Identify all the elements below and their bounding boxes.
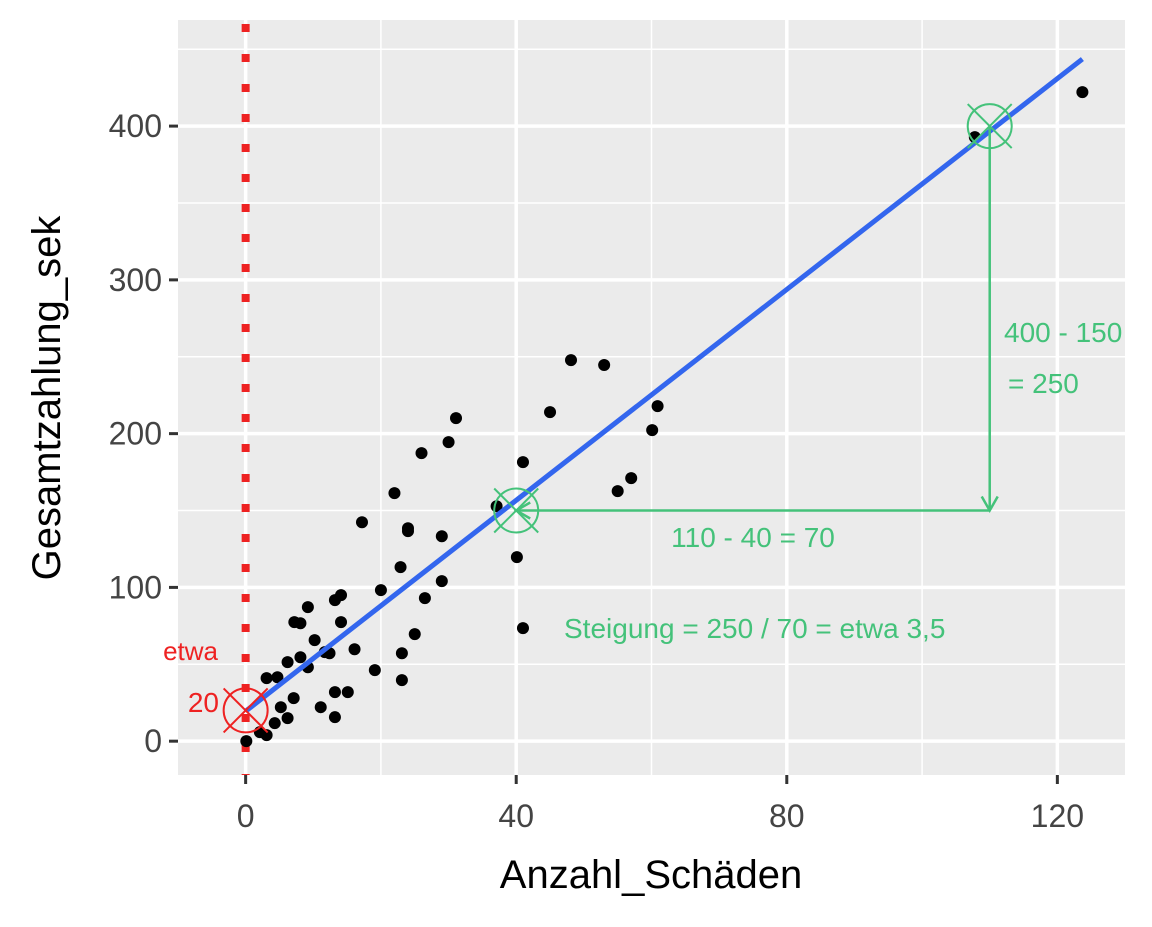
data-point <box>418 592 431 605</box>
data-point <box>516 456 529 469</box>
y-tick-label: 100 <box>109 569 162 605</box>
data-point <box>328 686 341 699</box>
regression-line <box>244 57 1084 714</box>
data-point <box>565 354 578 367</box>
data-point <box>281 656 294 669</box>
slope-point-marker-cross <box>967 103 1013 149</box>
rise-label-2: = 250 <box>1008 368 1079 399</box>
y-tick-label: 200 <box>109 416 162 452</box>
data-point <box>341 686 354 699</box>
data-point <box>516 622 529 635</box>
regression-line-group <box>244 57 1084 714</box>
data-point <box>335 616 348 629</box>
data-point <box>374 584 387 597</box>
data-point <box>646 424 659 437</box>
y-tick-label: 0 <box>144 723 162 759</box>
run-label: 110 - 40 = 70 <box>671 522 835 553</box>
data-point <box>335 589 348 602</box>
intercept-marker-cross <box>222 687 269 734</box>
rise-label-1: 400 - 150 <box>1004 317 1122 348</box>
data-point <box>268 717 281 730</box>
run-arrowhead <box>513 501 531 520</box>
data-point <box>240 735 253 748</box>
data-point <box>314 701 327 714</box>
data-point <box>435 530 448 543</box>
data-point <box>415 447 428 460</box>
data-point <box>388 487 401 500</box>
data-point <box>287 692 300 705</box>
data-point <box>301 601 314 614</box>
x-tick-label: 40 <box>498 798 534 834</box>
data-point <box>395 647 408 660</box>
data-point <box>294 651 307 664</box>
y-axis-label: Gesamtzahlung_sek <box>25 215 69 581</box>
data-point <box>328 711 341 724</box>
data-point <box>271 671 284 684</box>
x-axis-label: Anzahl_Schäden <box>500 853 802 897</box>
y-tick-label: 400 <box>109 108 162 144</box>
intercept-marker <box>222 687 269 734</box>
data-point <box>442 436 455 449</box>
data-point <box>394 561 407 574</box>
data-points <box>240 86 1089 748</box>
data-point <box>368 664 381 677</box>
data-point <box>308 634 321 647</box>
annotations <box>222 103 1013 734</box>
data-point <box>435 575 448 588</box>
x-tick-label: 80 <box>769 798 805 834</box>
data-point <box>611 485 624 498</box>
data-point <box>395 674 408 687</box>
data-point <box>651 400 664 413</box>
data-point <box>450 412 463 425</box>
data-point <box>544 406 557 419</box>
data-point <box>260 729 273 742</box>
intercept-label-20: 20 <box>188 687 219 718</box>
intercept-label-etwa: etwa <box>163 636 218 666</box>
data-point <box>598 359 611 372</box>
data-point <box>510 551 523 564</box>
slope-label: Steigung = 250 / 70 = etwa 3,5 <box>564 613 945 644</box>
y-tick-label: 300 <box>109 262 162 298</box>
x-tick-label: 120 <box>1031 798 1084 834</box>
data-point <box>348 643 361 656</box>
data-point <box>294 617 307 630</box>
data-point <box>355 516 368 529</box>
axis-ticks: 0 40 80 120 0 100 200 300 400 <box>109 108 1084 834</box>
data-point <box>625 472 638 485</box>
x-tick-label: 0 <box>237 798 255 834</box>
data-point <box>281 712 294 725</box>
rise-arrowhead <box>980 495 999 514</box>
data-point <box>408 628 421 641</box>
data-point <box>260 672 273 685</box>
data-point <box>274 701 287 714</box>
data-point <box>401 522 414 535</box>
data-point <box>1076 86 1089 99</box>
